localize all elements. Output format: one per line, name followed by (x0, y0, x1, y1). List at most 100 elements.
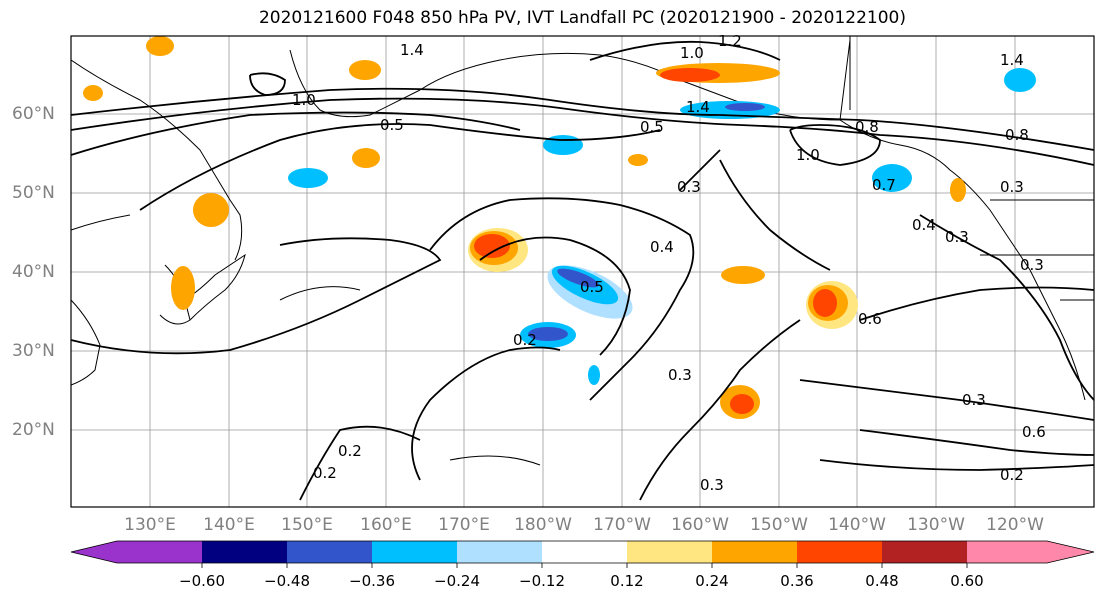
shade-positive-3b (730, 394, 754, 414)
contour-label: 0.8 (855, 118, 879, 136)
contour-label: 0.2 (338, 442, 362, 460)
pv-shading (83, 36, 1036, 419)
shade-positive-4b (660, 68, 720, 82)
shade-positive-13a (83, 85, 103, 101)
colorbar-tick-label: 0.48 (865, 572, 899, 590)
contour-label: 0.5 (380, 116, 404, 134)
colorbar-segment-8 (712, 541, 797, 563)
shade-negative-4a (543, 135, 583, 155)
colorbar-tick-label: 0.12 (610, 572, 644, 590)
colorbar-tick-label: 0.36 (780, 572, 814, 590)
coast-korea (159, 264, 191, 325)
colorbar-segment-9 (797, 541, 882, 563)
coastlines (70, 36, 1094, 401)
shade-positive-9a (146, 36, 174, 56)
contour-label: 0.3 (668, 366, 692, 384)
ivt-contours (70, 40, 1095, 501)
lon-label: 140°E (203, 515, 255, 535)
contour-label: 0.3 (700, 476, 724, 494)
colorbar-segment-2 (202, 541, 287, 563)
shade-positive-6a (193, 193, 229, 227)
lon-label: 140°W (828, 515, 886, 535)
colorbar-segment-5 (457, 541, 542, 563)
lon-label: 170°W (593, 515, 651, 535)
colorbar-tick-label: −0.36 (349, 572, 395, 590)
lon-label: 160°E (360, 515, 412, 535)
contour-label: 0.6 (1022, 423, 1046, 441)
lat-label: 50°N (12, 183, 55, 203)
shade-positive-8a (349, 60, 381, 80)
contour-label: 0.8 (1005, 126, 1029, 144)
contour-label: 1.4 (400, 41, 424, 59)
colorbar-segment-11 (967, 541, 1047, 563)
contour-label: 1.4 (686, 98, 710, 116)
shade-negative-3b (725, 103, 765, 111)
lon-label: 130°W (907, 515, 965, 535)
coast-china (70, 299, 101, 386)
lon-label: 170°E (438, 515, 490, 535)
lon-label: 120°W (986, 515, 1044, 535)
contour-label: 0.2 (1000, 466, 1024, 484)
coast-north-america (839, 119, 1086, 401)
lon-label: 150°W (750, 515, 808, 535)
colorbar-segment-4 (372, 541, 457, 563)
contour-label: 0.7 (872, 176, 896, 194)
contour-label: 0.3 (1000, 178, 1024, 196)
lon-label: 130°E (124, 515, 176, 535)
shade-negative-5a (288, 168, 328, 188)
contour-label: 0.4 (912, 216, 936, 234)
shade-positive-11a (628, 154, 648, 166)
colorbar-tick-label: 0.60 (950, 572, 984, 590)
contour-label: 1.0 (680, 44, 704, 62)
colorbar-tick-label: −0.24 (434, 572, 480, 590)
colorbar-segment-1 (117, 541, 202, 563)
lon-label: 160°W (671, 515, 729, 535)
contour-label: 0.5 (580, 278, 604, 296)
lat-label: 60°N (12, 104, 55, 124)
contour-label: 0.3 (962, 391, 986, 409)
map-border (70, 35, 1095, 508)
shade-negative-1c (557, 268, 599, 288)
colorbar (70, 540, 1095, 568)
shade-positive-10a (352, 148, 380, 168)
contour-label: 0.2 (313, 464, 337, 482)
shade-positive-2c (813, 289, 837, 317)
shade-negative-8a (588, 365, 600, 385)
contour-label: 0.3 (1020, 256, 1044, 274)
colorbar-tick-label: −0.48 (264, 572, 310, 590)
colorbar-segment-12 (1047, 541, 1094, 563)
colorbar-segment-7 (627, 541, 712, 563)
lat-label: 30°N (12, 341, 55, 361)
coast-siberia (419, 52, 601, 91)
contour-label: 1.0 (796, 146, 820, 164)
map-title: 2020121600 F048 850 hPa PV, IVT Landfall… (258, 8, 906, 28)
colorbar-tick-label: −0.60 (179, 572, 225, 590)
ivt-contours-thin (70, 214, 541, 466)
shade-negative-7a (1004, 68, 1036, 92)
contour-label: 1.4 (1000, 51, 1024, 69)
contour-label: 0.4 (650, 238, 674, 256)
shade-negative-6a (872, 164, 912, 192)
contour-label: 0.5 (640, 118, 664, 136)
colorbar-segment-6 (542, 541, 627, 563)
colorbar-tick-label: −0.12 (519, 572, 565, 590)
shade-positive-5a (171, 266, 195, 310)
contour-label-group: 1.2 1.0 1.4 1.4 1.0 0.5 0.8 1.0 0.7 0.3 … (292, 32, 1046, 494)
colorbar-outline (70, 540, 1095, 564)
lat-label: 20°N (12, 420, 55, 440)
colorbar-segment-0 (71, 541, 117, 563)
lat-label: 40°N (12, 262, 55, 282)
shade-positive-1c (474, 234, 510, 258)
coast-kamchatka (289, 49, 421, 118)
shade-positive-12a (950, 178, 966, 202)
contour-label: 0.3 (677, 178, 701, 196)
contour-label: 0.6 (858, 310, 882, 328)
shade-positive-7a (721, 266, 765, 284)
coast-japan (184, 253, 246, 321)
lon-label: 180°W (514, 515, 572, 535)
colorbar-segment-3 (287, 541, 372, 563)
colorbar-tick-label: 0.24 (695, 572, 729, 590)
contour-label: 0.2 (513, 331, 537, 349)
lon-label: 150°E (281, 515, 333, 535)
